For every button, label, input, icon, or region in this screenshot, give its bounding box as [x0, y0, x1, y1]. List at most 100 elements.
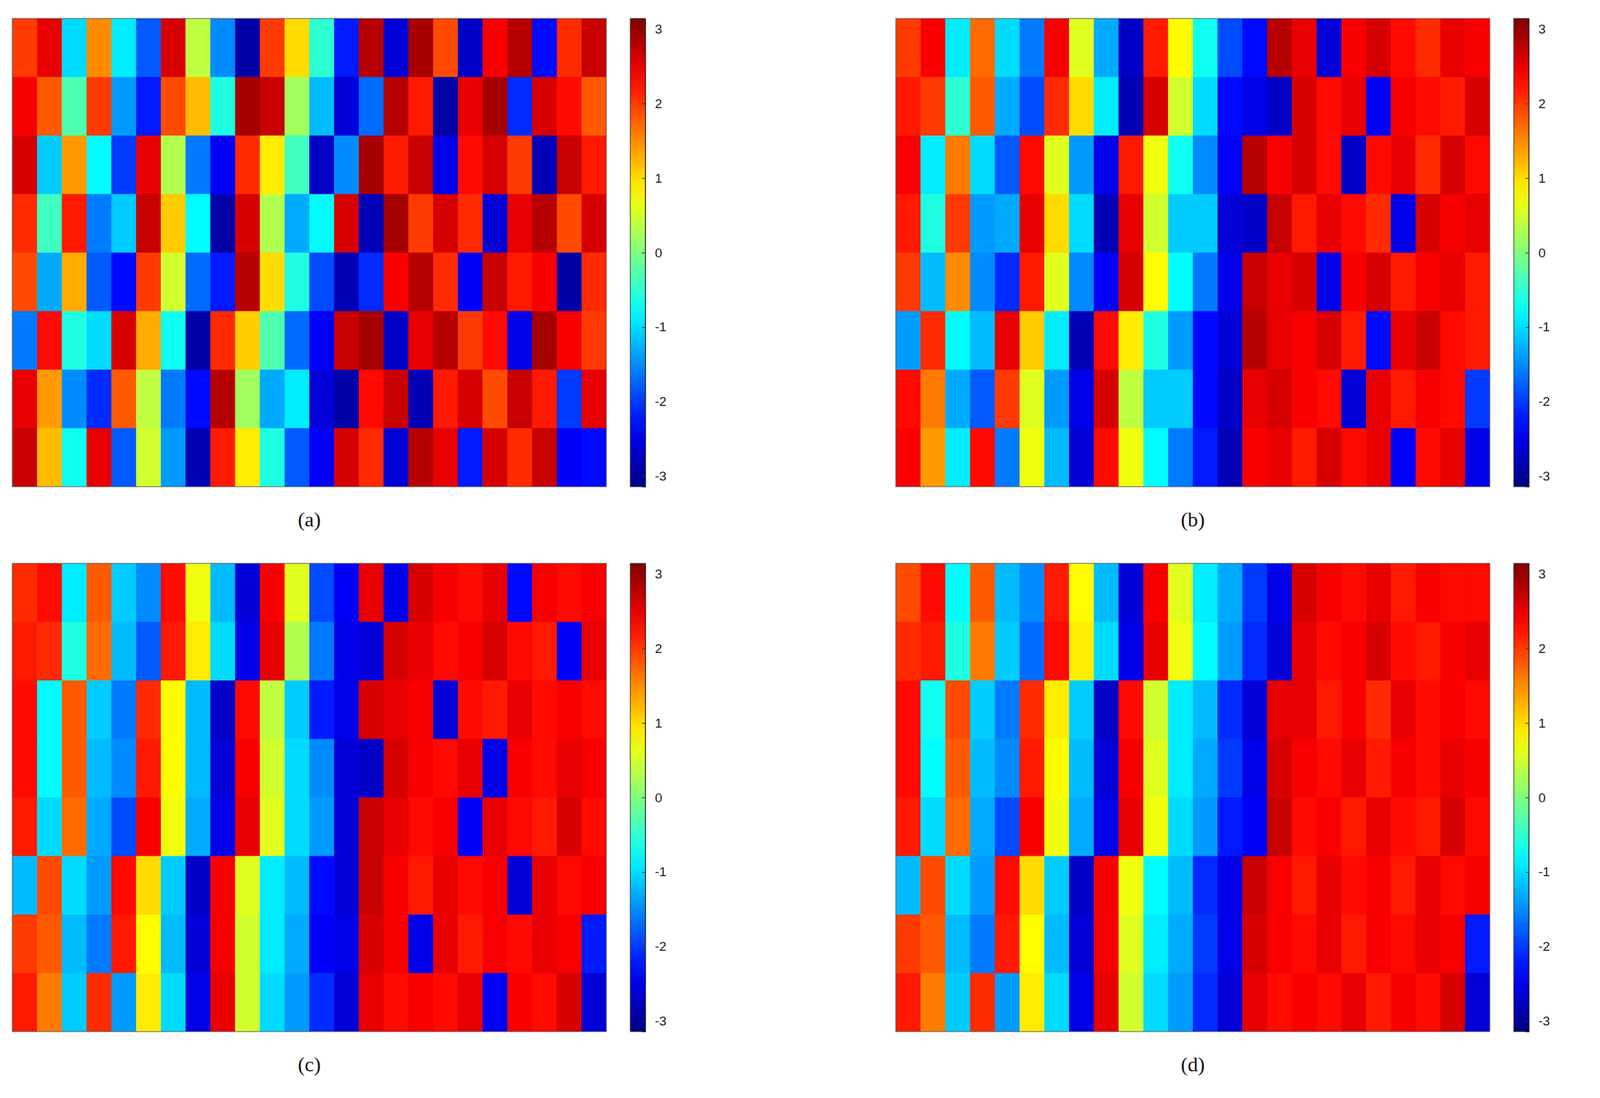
- cell: [136, 311, 162, 371]
- cell: [920, 563, 946, 623]
- cell: [482, 914, 508, 974]
- cell: [1242, 856, 1268, 915]
- cell: [284, 311, 311, 371]
- cell: [12, 18, 38, 78]
- cell: [86, 622, 113, 681]
- cell: [895, 428, 922, 488]
- cell: [86, 194, 113, 254]
- cell: [309, 194, 335, 254]
- cell: [358, 973, 384, 1032]
- cell: [1118, 369, 1145, 429]
- cell: [260, 428, 286, 488]
- cell: [1168, 135, 1194, 195]
- cell: [557, 563, 583, 623]
- cell: [1093, 252, 1119, 312]
- cell: [1316, 369, 1343, 429]
- cell: [1168, 252, 1194, 312]
- cell: [1118, 135, 1145, 195]
- cell: [457, 856, 484, 915]
- tick-label: -3: [1538, 468, 1551, 484]
- cell: [1093, 77, 1119, 137]
- cell: [995, 18, 1021, 78]
- cell: [210, 563, 236, 623]
- cell: [235, 77, 261, 137]
- cell: [1390, 428, 1416, 488]
- cell: [408, 973, 434, 1032]
- cell: [1217, 369, 1243, 429]
- cell: [235, 856, 261, 915]
- cell: [1390, 18, 1416, 78]
- cell: [1292, 311, 1318, 371]
- cells: [895, 563, 1490, 1032]
- cell: [61, 856, 87, 915]
- cell: [136, 18, 162, 78]
- colorbar-frame: [630, 18, 646, 487]
- cell: [185, 680, 211, 740]
- tick-label: 3: [1538, 21, 1546, 37]
- cell: [408, 252, 434, 312]
- cell: [1019, 77, 1045, 137]
- cell: [36, 914, 63, 974]
- cell: [333, 369, 360, 429]
- cell: [1341, 563, 1367, 623]
- tick-mark: [641, 797, 646, 798]
- cell: [1292, 739, 1318, 798]
- cell: [1019, 797, 1045, 857]
- cell: [920, 428, 946, 488]
- cell: [433, 739, 459, 798]
- cell: [1267, 77, 1293, 137]
- cell: [12, 77, 38, 137]
- tick: 2: [1525, 96, 1546, 111]
- cell: [309, 973, 335, 1032]
- cell: [1044, 135, 1070, 195]
- cell: [36, 622, 63, 681]
- tick-mark: [641, 1021, 646, 1022]
- cell: [507, 428, 533, 488]
- colorbar-gradient: [1513, 563, 1529, 1032]
- tick-label: 0: [1538, 245, 1546, 261]
- cell: [284, 680, 311, 740]
- cell: [136, 428, 162, 488]
- cell: [532, 622, 558, 681]
- plot-frame: [895, 563, 1490, 1032]
- cell: [1168, 856, 1194, 915]
- cell: [235, 622, 261, 681]
- cell: [1019, 856, 1045, 915]
- cell: [1118, 252, 1145, 312]
- cell: [260, 77, 286, 137]
- cell: [111, 622, 137, 681]
- cell: [136, 856, 162, 915]
- cell: [1415, 563, 1442, 623]
- cell: [945, 856, 971, 915]
- cell: [1390, 739, 1416, 798]
- cell: [1341, 680, 1367, 740]
- cell: [1143, 914, 1169, 974]
- cell: [111, 369, 137, 429]
- cell: [383, 739, 410, 798]
- cell: [895, 563, 922, 623]
- tick: 1: [1525, 171, 1546, 186]
- tick-mark: [641, 28, 646, 30]
- cell: [1267, 563, 1293, 623]
- cell: [1143, 194, 1169, 254]
- colorbar-axis: -3-2-10123: [641, 563, 667, 1032]
- cell: [1242, 428, 1268, 488]
- cell: [333, 563, 360, 623]
- cell: [12, 680, 38, 740]
- cell: [235, 563, 261, 623]
- tick-mark: [1525, 177, 1529, 179]
- cell: [36, 563, 63, 623]
- cell: [1192, 914, 1219, 974]
- cell: [358, 252, 384, 312]
- cell: [1390, 797, 1416, 857]
- cell: [358, 739, 384, 798]
- tick-label: 1: [1538, 171, 1546, 186]
- tick-mark: [641, 573, 646, 575]
- cell: [86, 311, 113, 371]
- cell: [557, 797, 583, 857]
- cell: [1465, 563, 1490, 623]
- cell: [284, 563, 311, 623]
- cell: [1044, 973, 1070, 1032]
- tick-mark: [641, 946, 646, 948]
- cell: [185, 369, 211, 429]
